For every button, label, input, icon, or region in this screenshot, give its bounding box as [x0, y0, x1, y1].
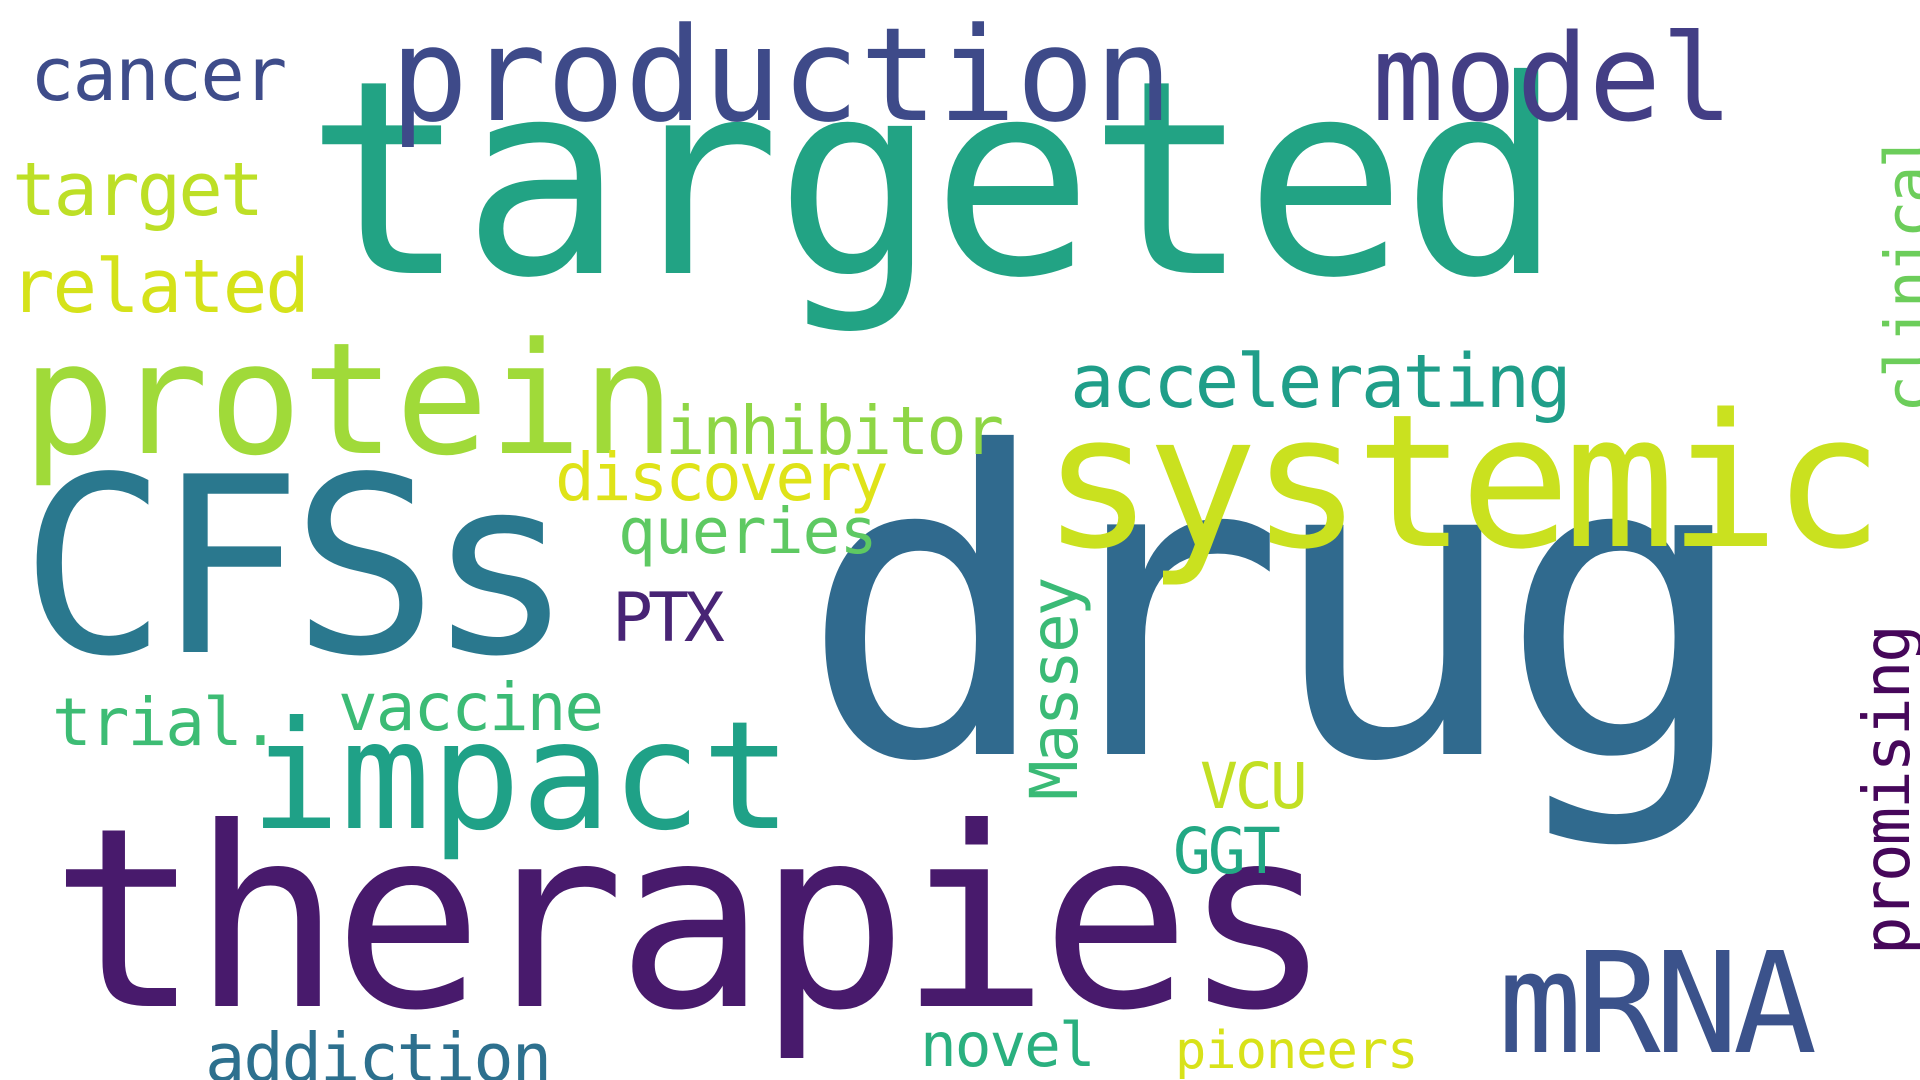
word-addiction: addiction: [205, 1019, 552, 1080]
word-novel: novel: [920, 1010, 1096, 1080]
word-mrna: mRNA: [1498, 923, 1817, 1080]
word-pioneers: pioneers: [1175, 1021, 1418, 1080]
word-production: production: [390, 0, 1173, 151]
word-promising: promising: [1851, 626, 1920, 955]
word-trial: trial.: [52, 684, 280, 761]
word-vaccine: vaccine: [338, 669, 604, 746]
word-clinical: clinical: [1872, 133, 1920, 413]
word-drug: drug: [800, 365, 1751, 854]
word-accelerating: accelerating: [1070, 339, 1572, 425]
word-ptx: PTX: [612, 579, 725, 658]
word-targeted: targeted: [305, 22, 1563, 337]
word-cfss: CFSs: [20, 425, 574, 710]
word-related: related: [10, 244, 310, 330]
word-therapies: therapies: [50, 774, 1333, 1065]
word-discovery: discovery: [555, 439, 889, 516]
word-ggt: GGT: [1173, 815, 1281, 888]
word-impact: impact: [250, 690, 792, 864]
word-cancer: cancer: [30, 32, 287, 118]
word-protein: protein: [22, 309, 676, 490]
word-massey: Massey: [1016, 579, 1093, 800]
word-systemic: systemic: [1042, 374, 1884, 590]
word-model: model: [1372, 10, 1734, 149]
word-vcu: VCU: [1200, 750, 1308, 823]
word-queries: queries: [618, 495, 878, 568]
word-target: target: [12, 147, 264, 233]
word-inhibitor: inhibitor: [665, 392, 1004, 470]
